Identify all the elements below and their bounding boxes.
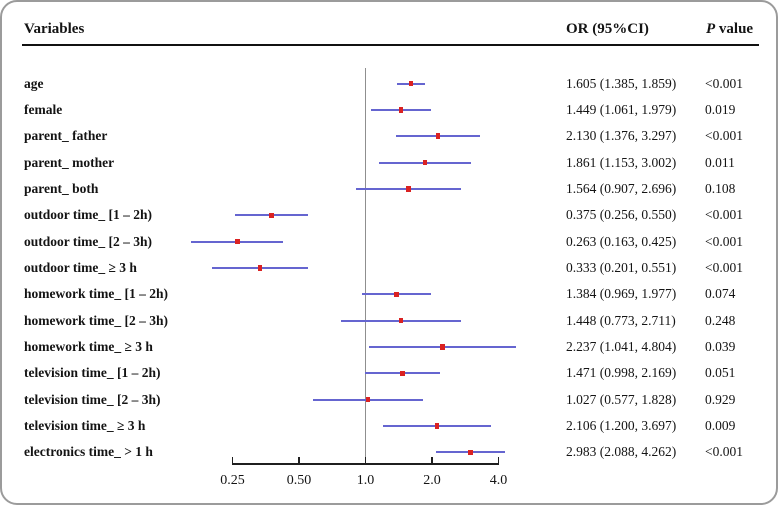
column-header-or-ci: OR (95%CI) <box>566 21 649 37</box>
column-header-variables: Variables <box>24 21 85 37</box>
or-ci-value: 1.861 (1.153, 3.002) <box>566 154 677 170</box>
or-marker <box>394 291 399 298</box>
column-header-p-value: P value <box>706 21 753 38</box>
p-value: 0.929 <box>705 391 736 407</box>
x-tick-label: 2.0 <box>423 473 441 488</box>
p-value: <0.001 <box>705 128 743 144</box>
or-marker <box>435 133 441 139</box>
or-ci-value: 1.448 (0.773, 2.711) <box>566 312 676 328</box>
or-ci-value: 1.027 (0.577, 1.828) <box>566 391 677 407</box>
row-label: television time_ [2 – 3h) <box>24 391 161 407</box>
x-tick <box>231 457 234 465</box>
or-marker <box>365 396 371 403</box>
p-value-header-rest: value <box>715 21 754 37</box>
row-label: television time_ ≥ 3 h <box>24 418 146 434</box>
x-tick <box>431 457 433 465</box>
or-ci-value: 0.263 (0.163, 0.425) <box>566 233 677 249</box>
row-label: television time_ [1 – 2h) <box>24 365 161 381</box>
or-ci-value: 1.384 (0.969, 1.977) <box>566 286 677 302</box>
or-marker <box>398 317 404 324</box>
or-marker <box>257 265 263 271</box>
or-marker <box>408 80 414 87</box>
x-tick-label: 0.50 <box>286 473 312 488</box>
or-marker <box>398 107 404 113</box>
x-tick <box>364 457 367 465</box>
x-tick <box>298 457 300 465</box>
header-divider <box>22 44 759 46</box>
p-value: 0.108 <box>705 180 736 196</box>
x-tick-label: 0.25 <box>220 473 245 488</box>
or-marker <box>440 344 445 350</box>
p-value-header-italic-p: P <box>706 21 716 37</box>
row-label: parent_ father <box>24 128 108 144</box>
p-value: 0.074 <box>705 286 736 302</box>
reference-line <box>364 68 367 465</box>
p-value: <0.001 <box>705 259 743 275</box>
or-marker <box>269 212 274 218</box>
or-ci-value: 1.471 (0.998, 2.169) <box>566 365 677 381</box>
or-marker <box>235 238 240 245</box>
x-tick-label: 1.0 <box>356 473 375 488</box>
p-value: 0.248 <box>705 312 736 328</box>
p-value: <0.001 <box>705 75 743 91</box>
p-value: <0.001 <box>705 233 743 249</box>
p-value: 0.011 <box>705 154 735 170</box>
or-ci-value: 0.333 (0.201, 0.551) <box>566 259 677 275</box>
p-value: 0.009 <box>705 418 736 434</box>
p-value: 0.039 <box>705 339 736 354</box>
row-label: outdoor time_ [2 – 3h) <box>24 233 152 249</box>
p-value: <0.001 <box>705 444 743 460</box>
or-ci-value: 2.983 (2.088, 4.262) <box>566 444 677 460</box>
or-marker <box>406 186 411 192</box>
or-marker <box>434 423 440 429</box>
or-marker <box>468 449 473 456</box>
row-label: parent_ both <box>24 180 99 196</box>
row-label: homework time_ ≥ 3 h <box>24 339 153 354</box>
or-marker <box>422 159 428 166</box>
or-ci-value: 0.375 (0.256, 0.550) <box>566 207 677 223</box>
row-label: outdoor time_ [1 – 2h) <box>24 207 152 223</box>
row-label: electronics time_ > 1 h <box>24 444 153 460</box>
row-label: homework time_ [1 – 2h) <box>24 286 168 302</box>
x-tick-label: 4.0 <box>489 473 508 488</box>
or-ci-value: 2.237 (1.041, 4.804) <box>566 339 677 354</box>
row-label: age <box>24 75 44 91</box>
or-marker <box>400 370 405 377</box>
row-label: parent_ mother <box>24 154 115 170</box>
or-ci-value: 1.564 (0.907, 2.696) <box>566 180 677 196</box>
or-ci-value: 1.449 (1.061, 1.979) <box>566 101 677 117</box>
row-label: female <box>24 101 63 117</box>
or-ci-value: 2.106 (1.200, 3.697) <box>566 418 677 434</box>
p-value: 0.019 <box>705 101 736 117</box>
row-label: homework time_ [2 – 3h) <box>24 312 168 328</box>
x-tick <box>497 457 500 465</box>
or-ci-value: 2.130 (1.376, 3.297) <box>566 128 677 144</box>
or-ci-value: 1.605 (1.385, 1.859) <box>566 75 677 91</box>
p-value: <0.001 <box>705 207 743 223</box>
row-label: outdoor time_ ≥ 3 h <box>24 259 137 275</box>
p-value: 0.051 <box>705 365 736 381</box>
